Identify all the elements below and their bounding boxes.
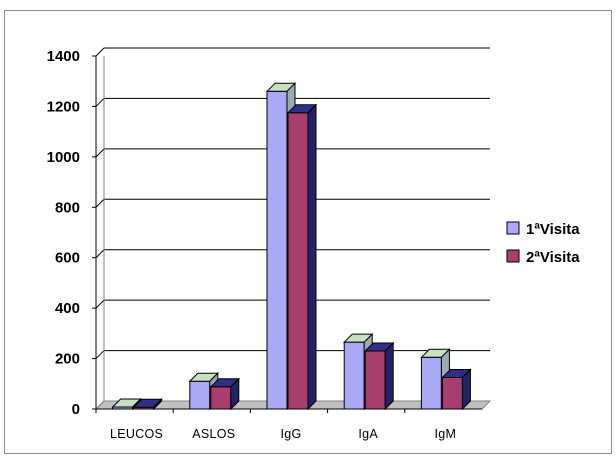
legend: 1ªVisita 2ªVisita — [506, 221, 580, 266]
x-axis-labels: LEUCOS ASLOS IgG IgA IgM — [95, 408, 482, 441]
bar-side — [230, 377, 240, 411]
legend-label: 2ªVisita — [526, 249, 580, 266]
x-category-label: IgM — [435, 427, 457, 441]
y-tick-label: 600 — [55, 250, 80, 267]
bar-side — [461, 368, 471, 411]
gridline-depth — [95, 299, 105, 309]
y-axis-ticks: 0 200 400 600 800 1000 1200 1400 — [47, 48, 96, 418]
legend-swatch — [506, 249, 520, 263]
bar — [210, 386, 232, 410]
gridline-depth — [95, 47, 105, 57]
legend-swatch — [506, 221, 520, 235]
gridline-depth — [95, 249, 105, 259]
bar — [189, 380, 211, 410]
bar-side — [153, 398, 163, 411]
x-category-label: ASLOS — [192, 427, 235, 441]
gridline-depth — [95, 98, 105, 107]
x-category-label: IgA — [358, 427, 378, 441]
x-category-label: IgG — [280, 427, 301, 441]
legend-label: 1ªVisita — [526, 221, 580, 238]
bar-side — [384, 341, 394, 411]
gridline-depth — [95, 350, 105, 359]
bar — [420, 356, 442, 410]
x-category-label: LEUCOS — [110, 427, 163, 441]
y-tick-label: 800 — [55, 199, 80, 216]
bar — [343, 341, 365, 410]
bars — [111, 82, 472, 411]
y-tick-label: 200 — [55, 351, 80, 368]
y-tick-label: 1400 — [47, 48, 80, 65]
bar-side — [307, 103, 317, 411]
depth-edge — [95, 400, 105, 410]
bar — [287, 112, 309, 410]
gridline-depth — [95, 198, 105, 208]
bar — [266, 90, 288, 410]
bar — [364, 350, 386, 410]
y-tick-label: 0 — [72, 401, 80, 418]
y-tick-label: 1000 — [47, 149, 80, 166]
gridline-depth — [95, 148, 105, 158]
y-tick-label: 1200 — [47, 98, 80, 115]
y-tick-label: 400 — [55, 300, 80, 317]
bar — [441, 376, 463, 410]
